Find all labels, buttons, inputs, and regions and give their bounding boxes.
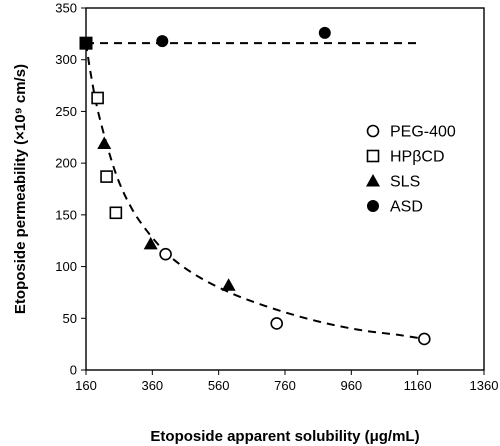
legend-marker-asd [367, 200, 379, 212]
y-tick-label: 350 [55, 1, 77, 16]
data-points [79, 26, 431, 346]
y-tick-label: 50 [63, 311, 77, 326]
x-tick-label: 360 [141, 378, 163, 393]
plot-frame [85, 7, 485, 371]
legend-marker-peg-400 [366, 124, 380, 138]
x-tick-label: 1360 [470, 378, 499, 393]
y-tick-label: 300 [55, 52, 77, 67]
point-hp-cd [109, 206, 123, 220]
legend: PEG-400 HPβCD SLS ASD [366, 124, 456, 216]
y-tick-label: 200 [55, 156, 77, 171]
point-peg-400 [417, 332, 431, 346]
point-asd [318, 26, 331, 39]
point-sls [97, 136, 112, 149]
y-axis-label: Etoposide permeability (×10⁹ cm/s) [12, 64, 29, 314]
point-sls [221, 278, 236, 291]
x-tick-label: 960 [340, 378, 362, 393]
y-tick-label: 100 [55, 259, 77, 274]
y-tick-label: 150 [55, 207, 77, 222]
x-axis-label: Etoposide apparent solubility (μg/mL) [150, 428, 419, 445]
point-peg-400 [159, 247, 172, 261]
y-tick-label: 0 [70, 363, 77, 378]
legend-label-sls: SLS [390, 174, 420, 191]
point-peg-400 [270, 317, 284, 330]
y-tick-label: 250 [55, 104, 77, 119]
legend-marker-sls [366, 174, 380, 187]
point-hp-cd [91, 91, 104, 105]
legend-marker-hp-cd [366, 149, 380, 163]
fit-curve [85, 43, 425, 340]
x-tick-label: 1160 [404, 378, 432, 393]
x-tick-label: 560 [208, 378, 230, 393]
dashed-lines [85, 42, 425, 340]
point-sls [143, 236, 158, 250]
y-axis-ticks: 0 50 100 150 200 250 300 350 [55, 1, 86, 378]
x-axis-ticks: 160 360 560 760 960 1160 1360 [75, 370, 498, 393]
legend-label-hp-cd: HPβCD [390, 149, 445, 166]
x-tick-label: 160 [75, 378, 97, 393]
legend-label-asd: ASD [390, 199, 423, 216]
legend-label-peg-400: PEG-400 [390, 124, 456, 141]
x-tick-label: 760 [274, 378, 296, 393]
point-hp-cd [100, 170, 113, 183]
point-asd [156, 35, 169, 48]
